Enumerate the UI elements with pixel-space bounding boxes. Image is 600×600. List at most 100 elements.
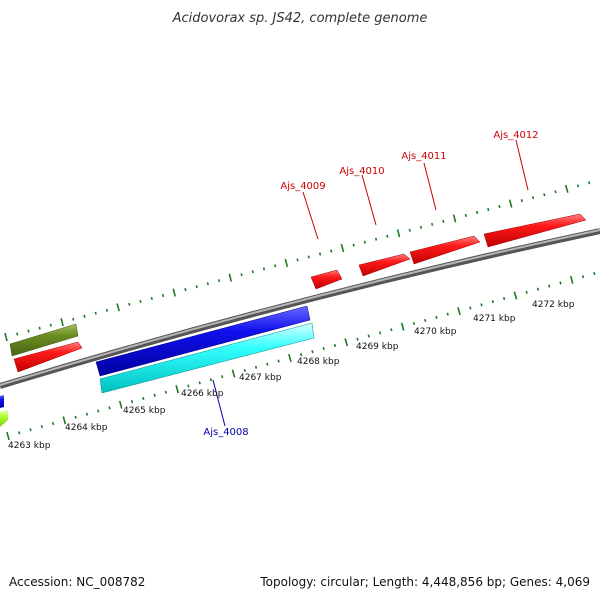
lower-minor-tick <box>581 275 585 279</box>
upper-major-tick <box>60 318 64 327</box>
upper-minor-tick <box>274 264 277 268</box>
upper-minor-tick <box>588 181 591 185</box>
gene-arrow-blue[interactable] <box>95 305 311 377</box>
lower-minor-tick <box>130 400 134 404</box>
upper-minor-tick <box>195 285 198 289</box>
gene-features <box>0 213 587 427</box>
lower-minor-tick <box>198 381 201 385</box>
lower-minor-tick <box>142 396 145 401</box>
lower-major-tick <box>400 322 405 331</box>
upper-minor-tick <box>240 273 243 277</box>
upper-major-tick <box>116 303 120 312</box>
tick-label-4264: 4264 kbp <box>65 423 108 433</box>
upper-minor-tick <box>16 332 19 336</box>
gene-arrow-ajs-4008[interactable] <box>99 322 315 394</box>
leader-ajs-4010 <box>361 174 377 226</box>
lower-minor-tick <box>412 321 416 326</box>
lower-minor-tick <box>322 346 325 351</box>
lower-major-tick <box>6 431 10 441</box>
upper-minor-tick <box>374 237 378 241</box>
lower-minor-tick <box>390 328 393 332</box>
leader-ajs-4011 <box>423 162 437 211</box>
upper-minor-tick <box>442 219 445 223</box>
lower-minor-tick <box>254 365 258 369</box>
lower-minor-tick <box>424 318 427 323</box>
upper-minor-tick <box>139 299 142 304</box>
upper-minor-tick <box>554 190 557 194</box>
lower-minor-tick <box>221 375 224 379</box>
lower-major-tick <box>288 353 292 363</box>
lower-minor-tick <box>536 287 540 291</box>
accession-text: Accession: NC_008782 <box>9 575 145 589</box>
upper-minor-tick <box>128 302 131 306</box>
gene-fragment-lime-edge <box>0 410 8 427</box>
lower-major-tick <box>175 385 179 394</box>
upper-major-tick <box>396 229 401 238</box>
label-ajs-4009[interactable]: Ajs_4009 <box>280 181 325 192</box>
upper-minor-tick <box>38 326 41 330</box>
upper-minor-tick <box>105 308 109 312</box>
label-ajs-4011[interactable]: Ajs_4011 <box>401 151 446 162</box>
upper-minor-tick <box>352 243 355 247</box>
lower-major-tick <box>231 369 236 378</box>
genome-backbone-highlight <box>0 229 600 386</box>
lower-minor-tick <box>277 359 280 363</box>
lower-minor-tick <box>502 296 506 301</box>
label-ajs-4012[interactable]: Ajs_4012 <box>493 130 538 141</box>
tick-label-4272: 4272 kbp <box>532 300 575 310</box>
lower-minor-tick <box>164 390 167 394</box>
lower-minor-tick <box>153 393 156 397</box>
label-ajs-4010[interactable]: Ajs_4010 <box>339 166 384 177</box>
upper-minor-tick <box>318 252 322 256</box>
upper-minor-tick <box>161 293 165 298</box>
lower-minor-tick <box>469 306 472 310</box>
lower-minor-tick <box>74 415 77 419</box>
lower-minor-tick <box>108 406 111 410</box>
lower-minor-tick <box>40 425 43 429</box>
leader-ajs-4012 <box>515 139 529 191</box>
upper-minor-tick <box>498 204 501 209</box>
upper-minor-tick <box>49 323 52 327</box>
gene-arrow-ajs-4011[interactable] <box>409 235 481 265</box>
lower-minor-tick <box>51 421 55 426</box>
upper-minor-tick <box>217 279 221 283</box>
gene-arrow-left-olive[interactable] <box>9 323 79 357</box>
lower-minor-tick <box>446 312 449 316</box>
upper-minor-tick <box>206 282 209 286</box>
tick-label-4269: 4269 kbp <box>356 342 399 352</box>
upper-major-tick <box>508 199 513 208</box>
gene-arrow-ajs-4009[interactable] <box>310 269 343 290</box>
upper-major-tick <box>284 258 289 268</box>
upper-major-tick <box>172 288 176 297</box>
upper-minor-tick <box>27 329 30 333</box>
lower-minor-tick <box>243 368 246 373</box>
lower-minor-tick <box>266 362 269 366</box>
gene-arrow-left-red[interactable] <box>13 341 83 373</box>
lower-minor-tick <box>435 315 438 319</box>
lower-minor-tick <box>85 412 89 416</box>
upper-major-tick <box>340 243 345 253</box>
lower-minor-tick <box>378 331 382 335</box>
upper-minor-tick <box>72 317 75 321</box>
leader-ajs-4009 <box>302 191 319 240</box>
upper-minor-tick <box>386 234 389 238</box>
gene-arrow-ajs-4012[interactable] <box>483 213 587 248</box>
upper-minor-tick <box>543 193 546 197</box>
upper-major-tick <box>228 273 233 282</box>
upper-minor-tick <box>475 210 479 215</box>
lower-major-tick <box>344 338 349 347</box>
lower-minor-tick <box>311 350 314 354</box>
tick-label-4263: 4263 kbp <box>8 441 51 451</box>
lower-minor-tick <box>367 334 370 338</box>
upper-major-tick <box>4 332 8 342</box>
upper-minor-tick <box>520 199 523 203</box>
lower-major-tick <box>62 416 67 425</box>
leader-ajs-4008 <box>212 379 226 427</box>
upper-minor-tick <box>251 270 254 274</box>
tick-label-4270: 4270 kbp <box>414 327 457 337</box>
upper-minor-tick <box>464 213 467 218</box>
upper-minor-tick <box>262 267 266 271</box>
gene-arrow-ajs-4010[interactable] <box>358 253 411 277</box>
lower-major-tick <box>569 275 574 284</box>
label-ajs-4008[interactable]: Ajs_4008 <box>203 427 248 438</box>
